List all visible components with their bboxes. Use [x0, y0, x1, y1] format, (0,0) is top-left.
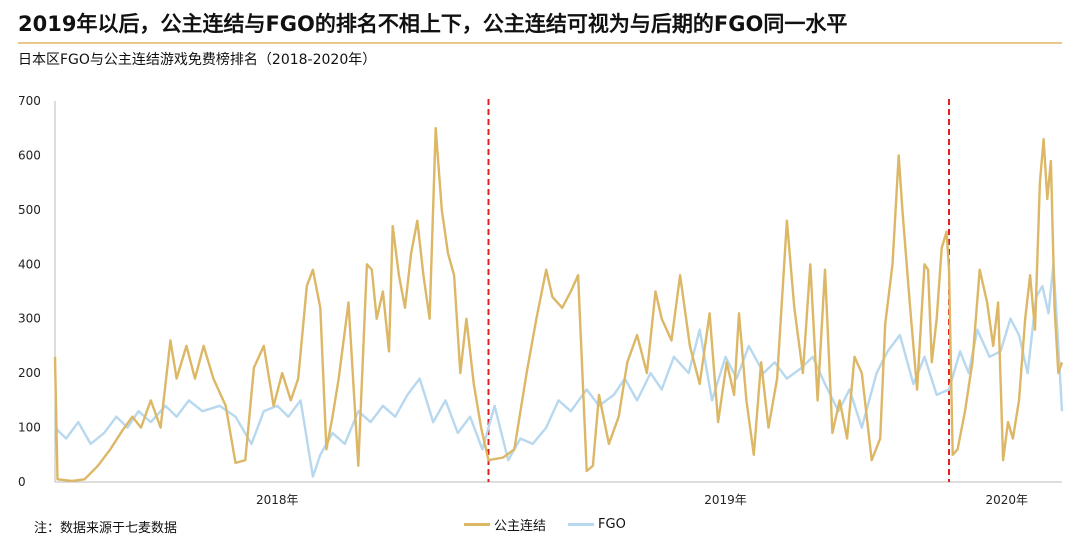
y-tick-label: 700 [18, 94, 41, 108]
legend-label-fgo: FGO [598, 517, 626, 532]
series-line-princess [53, 126, 1064, 483]
legend: 公主连结 FGO [464, 515, 648, 534]
series-group [53, 126, 1064, 483]
y-tick-label: 100 [18, 421, 41, 435]
x-axis: 2018年 2019年 2020年 [55, 481, 1062, 507]
y-tick-label: 400 [18, 257, 41, 271]
x-tick-label: 2020年 [985, 493, 1028, 507]
legend-swatch-princess [464, 523, 490, 526]
series-line-fgo [54, 263, 1064, 478]
legend-label-princess: 公主连结 [494, 519, 547, 534]
y-axis: 0 100 200 300 400 500 600 700 [18, 94, 56, 489]
y-tick-label: 0 [18, 475, 26, 489]
legend-swatch-fgo [568, 523, 595, 526]
legend-item-princess: 公主连结 [464, 515, 546, 534]
legend-item-fgo: FGO [568, 517, 626, 532]
y-tick-label: 500 [18, 203, 41, 217]
x-tick-label: 2019年 [704, 493, 747, 507]
chart-title: 2019年以后，公主连结与FGO的排名不相上下，公主连结可视为与后期的FGO同一… [18, 12, 848, 36]
x-tick-label: 2018年 [256, 493, 299, 507]
source-note: 注：数据来源于七麦数据 [34, 521, 178, 536]
y-tick-label: 300 [18, 312, 41, 326]
y-tick-label: 200 [18, 366, 41, 380]
chart-subtitle: 日本区FGO与公主连结游戏免费榜排名（2018-2020年） [18, 52, 377, 68]
y-tick-label: 600 [18, 148, 41, 162]
title-rule [18, 42, 1062, 44]
